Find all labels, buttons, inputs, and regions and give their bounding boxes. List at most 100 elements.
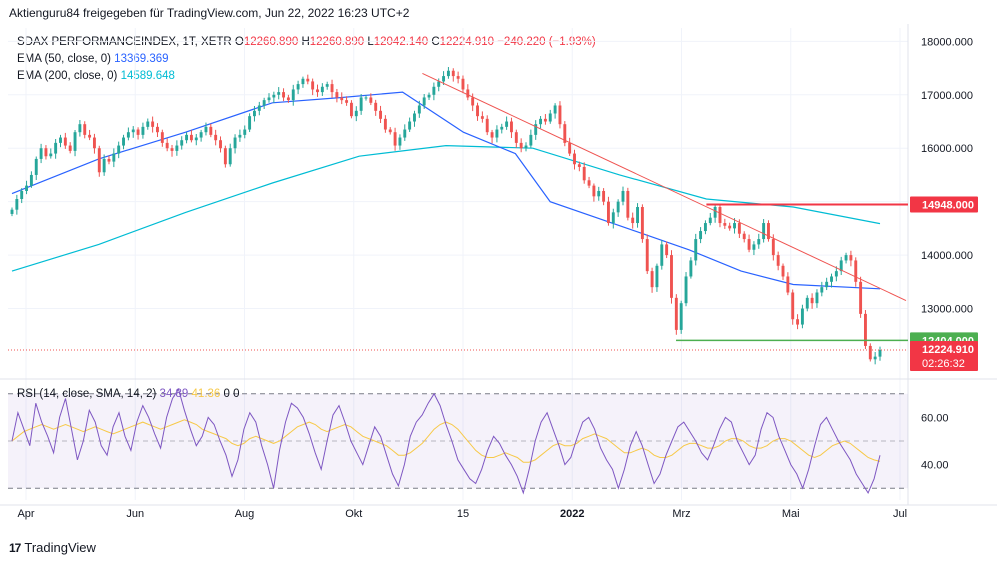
candle-body (577, 164, 581, 167)
candle-body (854, 260, 858, 282)
candle-body (146, 121, 150, 127)
candle-body (417, 105, 421, 114)
close-value: 12224.910 (439, 36, 495, 48)
candle-body (156, 126, 159, 133)
candle-body (796, 319, 800, 325)
time-tick-label: 2022 (560, 508, 584, 520)
candle-body (29, 174, 33, 186)
candle-body (781, 265, 785, 277)
change-value: −240.220 (−1.93%) (497, 36, 596, 48)
candle-body (112, 153, 116, 162)
candle-body (718, 207, 722, 224)
candle-body (703, 223, 707, 232)
ema200-row[interactable]: EMA (200, close, 0) 14589.648 (17, 68, 596, 85)
candle-body (301, 78, 305, 85)
candle-body (68, 145, 72, 151)
high-value: 12260.890 (309, 36, 365, 48)
candle-body (122, 137, 125, 146)
candle-body (88, 134, 92, 138)
candle-body (364, 97, 368, 99)
candle-body (514, 132, 518, 143)
ema50-value: 13369.369 (114, 53, 169, 65)
rsi-legend[interactable]: RSI (14, close, SMA, 14, 2) 34.89 41.36 … (17, 388, 240, 400)
candle-body (480, 116, 484, 119)
candle-body (335, 92, 339, 98)
rsi-extra-1: 0 (223, 388, 230, 400)
candle-body (660, 244, 664, 266)
candle-body (728, 225, 732, 229)
candle-body (665, 244, 669, 256)
candle-body (107, 158, 111, 162)
candle-body (165, 142, 169, 149)
low-label: L (367, 36, 374, 48)
candle-body (737, 223, 741, 234)
candle-body (141, 126, 145, 135)
candle-body (626, 190, 630, 218)
candle-body (830, 276, 833, 282)
candle-body (456, 76, 460, 79)
tradingview-footer[interactable]: 17 TradingView (9, 540, 96, 555)
candle-body (374, 102, 378, 111)
candle-body (548, 113, 552, 122)
candle-body (398, 137, 402, 146)
candle-body (495, 129, 499, 138)
candle-body (539, 118, 543, 125)
candle-body (597, 190, 601, 197)
candle-body (519, 142, 523, 149)
resistance-price-label: 14948.000 (922, 199, 974, 211)
candle-body (800, 308, 804, 325)
candle-body (369, 97, 373, 103)
candle-body (219, 140, 222, 149)
time-tick-label: Okt (345, 508, 362, 520)
price-tick-label: 17000.000 (921, 90, 973, 102)
time-tick-label: Jul (893, 508, 907, 520)
candle-body (582, 166, 586, 181)
candle-body (340, 97, 344, 101)
last-price-label-bg (910, 340, 978, 371)
candle-body (54, 142, 58, 154)
candle-body (611, 212, 615, 224)
candle-body (650, 271, 654, 288)
candle-body (34, 158, 38, 175)
ema50-row[interactable]: EMA (50, close, 0) 13369.369 (17, 51, 596, 68)
ohlc-row: SDAX PERFORMANCEINDEX, 1T, XETR O 12260.8… (17, 34, 596, 51)
candle-body (316, 89, 319, 93)
candle-body (393, 132, 397, 146)
rsi-line (11, 387, 881, 495)
ema50-line (11, 91, 881, 290)
candle-body (621, 190, 625, 202)
candle-body (10, 209, 14, 214)
candle-body (655, 265, 659, 288)
candle-body (131, 129, 135, 133)
candle-body (214, 134, 218, 141)
candle-body (248, 116, 252, 130)
candle-body (253, 110, 256, 117)
share-credit: Aktienguru84 freigegeben für TradingView… (9, 6, 410, 20)
candle-body (78, 124, 82, 133)
candle-body (733, 223, 736, 229)
candle-body (189, 134, 193, 141)
candle-body (776, 255, 780, 266)
candle-body (524, 145, 528, 149)
candle-body (510, 121, 513, 133)
time-tick-label: Mrz (672, 508, 690, 520)
symbol-name[interactable]: SDAX PERFORMANCEINDEX, 1T, XETR (17, 36, 232, 48)
candle-body (306, 78, 310, 82)
candle-body (771, 239, 775, 256)
rsi-sma-line (11, 419, 881, 463)
candle-body (747, 239, 751, 250)
candle-body (631, 217, 635, 224)
candle-body (461, 78, 465, 90)
candle-body (810, 297, 814, 304)
open-label: O (234, 36, 244, 48)
candle-body (383, 118, 387, 130)
candle-body (446, 70, 450, 77)
downtrend-line (422, 72, 907, 301)
candle-body (606, 201, 610, 224)
rsi-label: RSI (14, close, SMA, 14, 2) (17, 388, 157, 400)
candle-body (379, 110, 382, 119)
candle-body (670, 255, 673, 298)
candle-body (427, 94, 431, 98)
candle-body (345, 100, 349, 103)
